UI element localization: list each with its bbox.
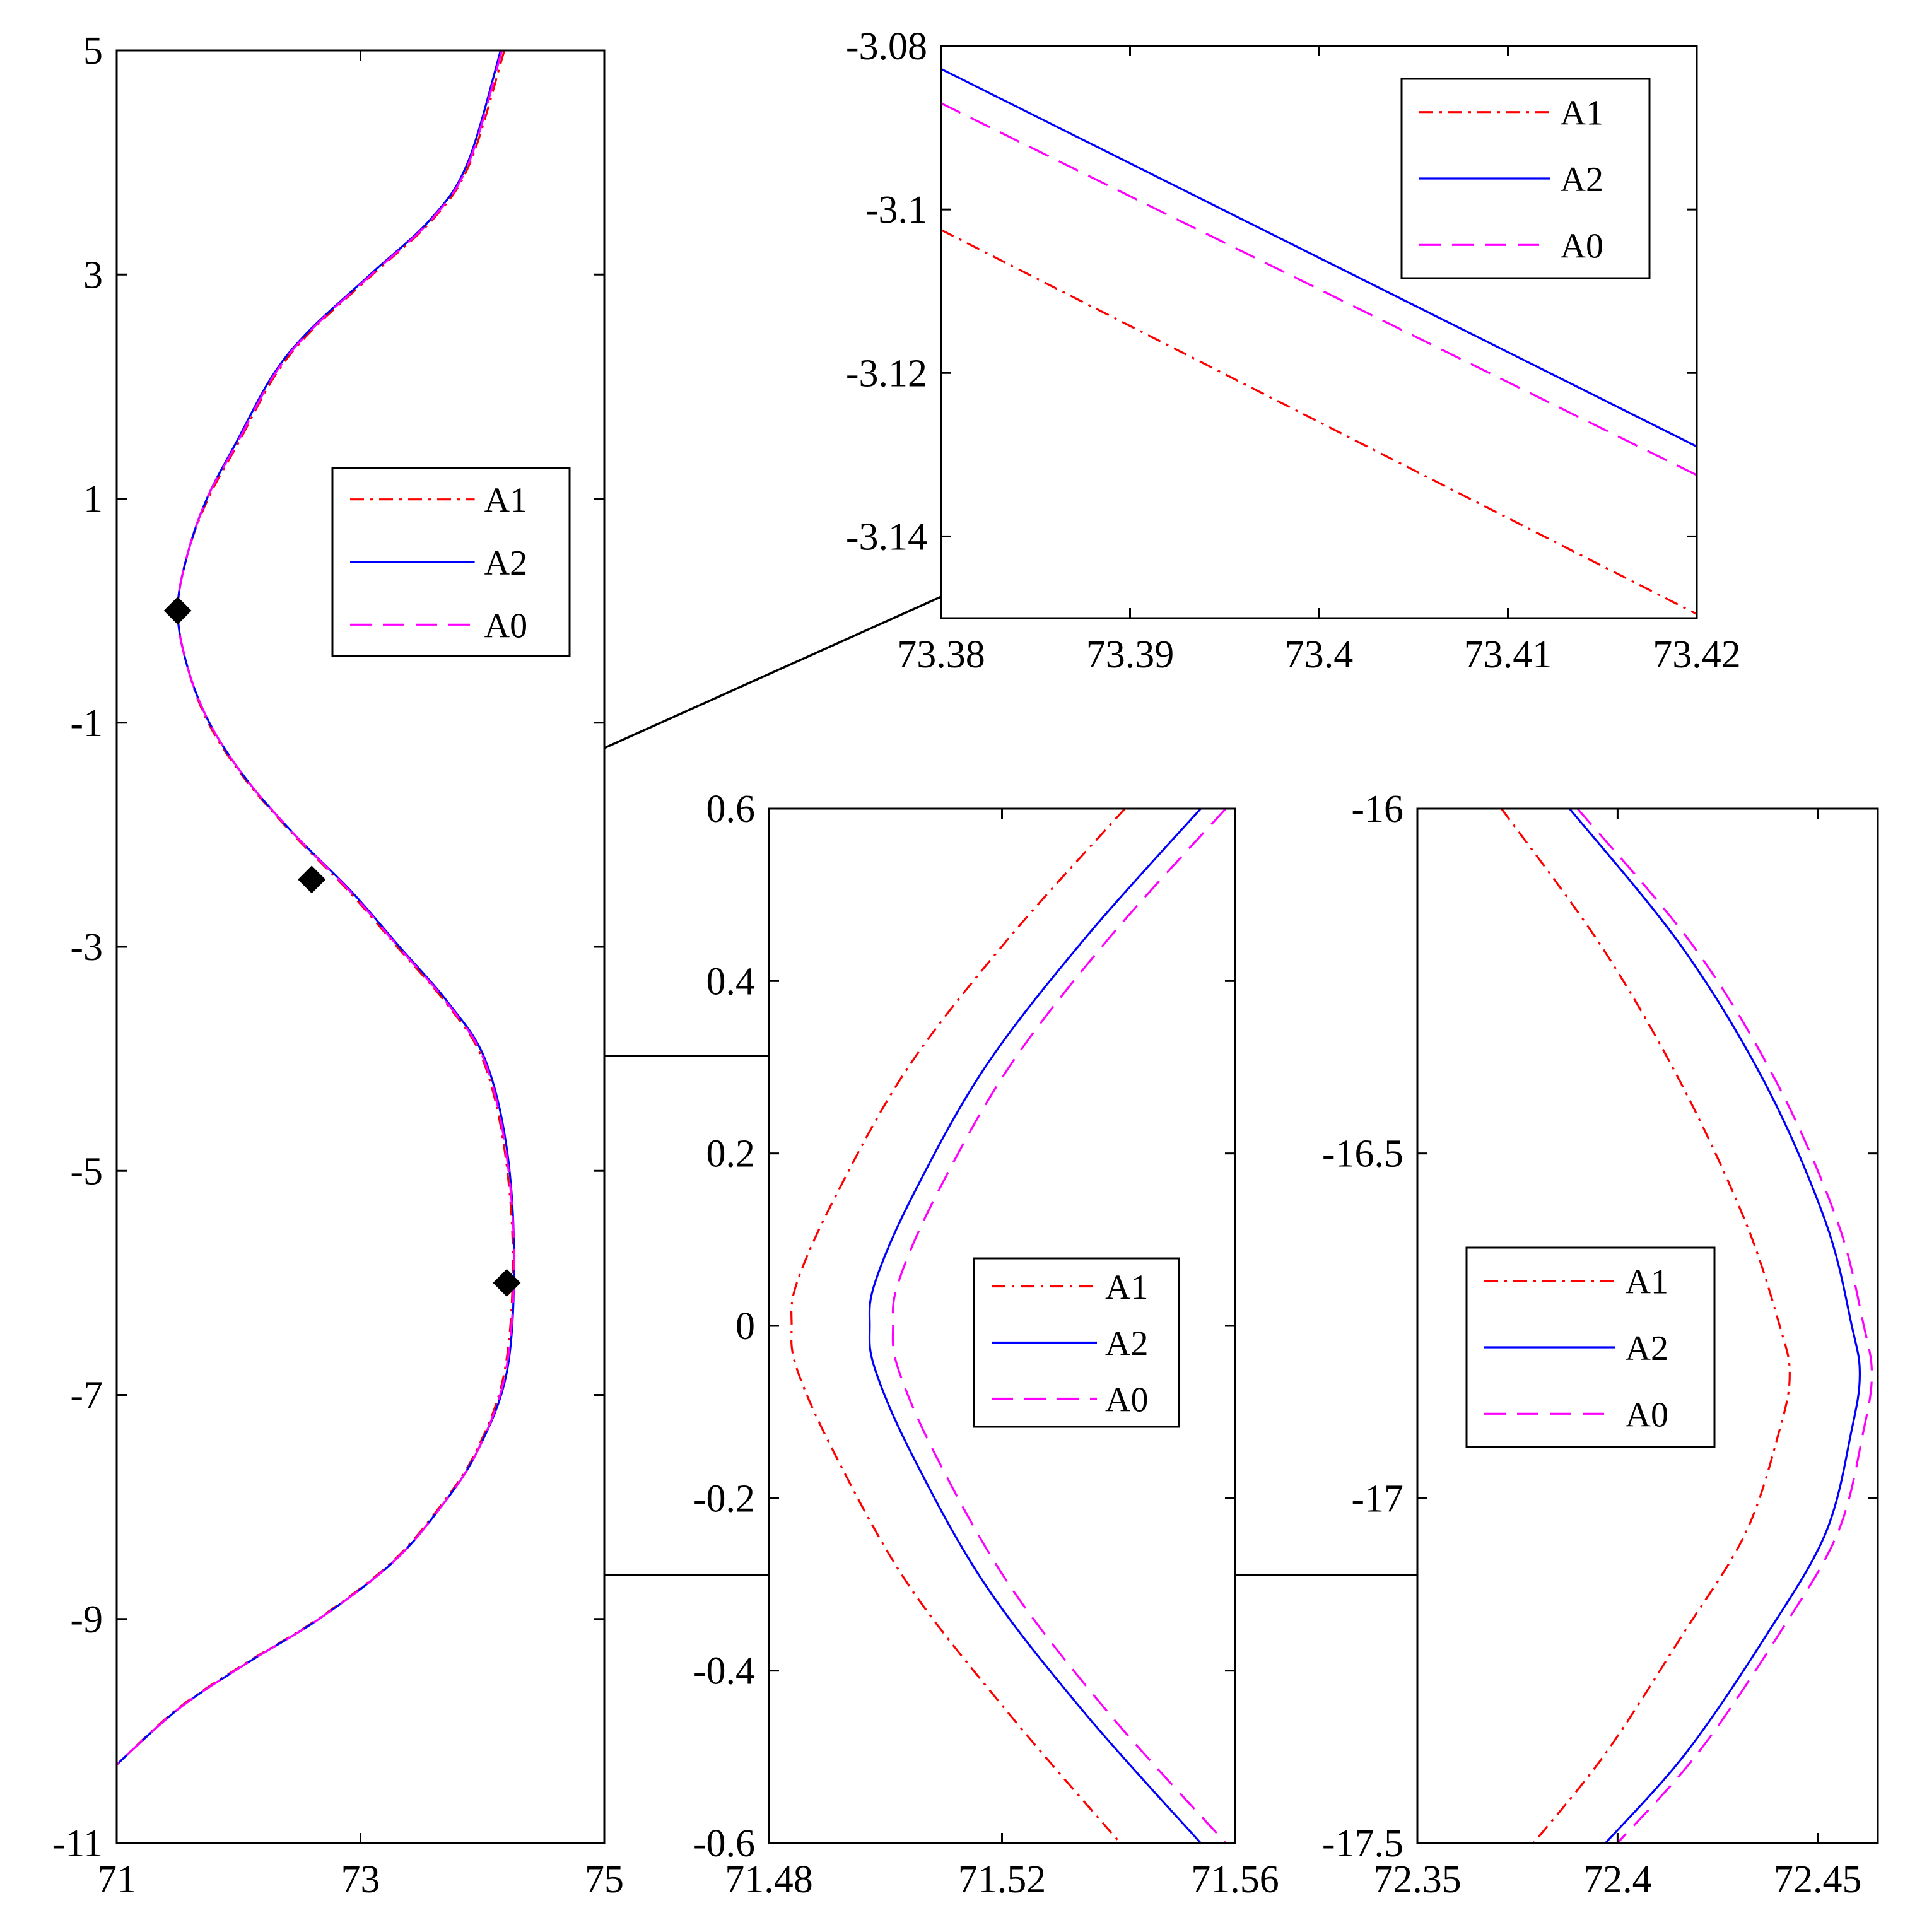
main-series-a0-line (117, 50, 515, 1765)
zoom-mid-series-a0-line (891, 809, 1227, 1843)
zoom-top-chart: 73.38 73.39 73.4 73.41 73.42 -3.08 -3.1 -3.12 -3… (846, 25, 1741, 676)
zoom-mid-series-a1-line (790, 809, 1126, 1843)
main-xtick-label: 75 (585, 1858, 624, 1901)
zoom-top-ytick-label: -3.14 (846, 515, 927, 558)
zoom-mid-legend-label-a0: A0 (1105, 1381, 1148, 1420)
zoom-top-series-a2-line (941, 67, 1697, 448)
zoom-mid-legend-label-a2: A2 (1105, 1325, 1148, 1364)
main-ytick-label: -9 (70, 1598, 103, 1641)
zoom-bottom-xtick-label: 72.45 (1774, 1858, 1862, 1901)
zoom-mid-ytick-label: -0.2 (693, 1477, 755, 1520)
zoom-mid-ytick-label: 0.2 (706, 1133, 756, 1176)
zoom-top-xtick-label: 73.4 (1285, 633, 1354, 676)
zoom-bottom-series-a1-line (1501, 809, 1791, 1843)
zoom-top-xtick-label: 73.42 (1653, 633, 1741, 676)
zoom-mid-legend: A1 A2 A0 (973, 1257, 1180, 1428)
main-chart: 71 73 75 5 3 1 -1 -3 -5 -7 -9 -11 A1 A2 A0 (52, 30, 624, 1901)
main-xtick-label: 71 (97, 1858, 136, 1901)
zoom-top-ytick-label: -3.08 (846, 25, 927, 68)
zoom-mid-series-a2-line (868, 809, 1202, 1843)
zoom-mid-ytick-label: 0 (735, 1305, 755, 1348)
zoom-bottom-axes-frame (1416, 807, 1879, 1844)
zoom-bottom-ytick-label: -17.5 (1322, 1822, 1403, 1865)
zoom-bottom-legend: A1 A2 A0 (1465, 1246, 1716, 1448)
zoom-bottom-ytick-label: -16.5 (1322, 1133, 1403, 1176)
zoom-mid-ytick-label: 0.4 (706, 960, 756, 1003)
zoom-bottom-chart: 72.35 72.4 72.45 -16 -16.5 -17 -17.5 A1 A2 A0 (1322, 788, 1879, 1901)
main-ytick-label: -11 (52, 1822, 103, 1865)
zoom-mid-xtick-label: 71.48 (725, 1858, 813, 1901)
main-legend-label-a1: A1 (484, 481, 527, 520)
zoom-mid-ytick-label: 0.6 (706, 788, 756, 831)
zoom-top-legend: A1 A2 A0 (1400, 78, 1651, 279)
main-legend-label-a2: A2 (484, 544, 527, 583)
main-ytick-label: 5 (83, 30, 103, 73)
main-ytick-label: -1 (70, 702, 103, 745)
zoom-top-legend-label-a0: A0 (1561, 226, 1603, 266)
main-ytick-label: 1 (83, 478, 103, 521)
main-plot-area (117, 50, 604, 1843)
main-diamond-marker-3 (493, 1268, 521, 1297)
zoom-mid-legend-label-a1: A1 (1105, 1268, 1148, 1308)
zoom-mid-ytick-label: -0.4 (693, 1650, 755, 1693)
zoom-top-legend-label-a1: A1 (1561, 94, 1603, 133)
zoom-bottom-ytick-label: -17 (1351, 1477, 1403, 1520)
zoom-bottom-legend-label-a0: A0 (1626, 1395, 1668, 1434)
main-diamond-marker-1 (163, 597, 192, 625)
main-ytick-label: -3 (70, 926, 103, 969)
main-ytick-label: -5 (70, 1150, 103, 1193)
zoom-top-series-a1-line (941, 229, 1697, 615)
zoom-mid-xtick-label: 71.52 (958, 1858, 1046, 1901)
zoom-mid-ytick-label: -0.6 (693, 1822, 755, 1865)
zoom-top-xtick-label: 73.41 (1464, 633, 1552, 676)
main-legend-label-a0: A0 (484, 606, 527, 645)
zoom-top-xtick-label: 73.39 (1086, 633, 1175, 676)
main-legend: A1 A2 A0 (331, 467, 571, 657)
main-ytick-label: 3 (83, 254, 103, 296)
main-diamond-marker-2 (298, 865, 326, 894)
zoom-top-series-a0-line (941, 102, 1697, 476)
zoom-bottom-series-a0-line (1576, 809, 1873, 1843)
zoom-mid-xtick-label: 71.56 (1191, 1858, 1279, 1901)
zoom-bottom-ytick-label: -16 (1351, 788, 1403, 831)
zoom-bottom-xtick-label: 72.4 (1583, 1858, 1652, 1901)
main-ytick-label: -7 (70, 1374, 103, 1417)
zoom-top-ytick-label: -3.1 (865, 189, 927, 231)
zoom-bottom-legend-label-a1: A1 (1626, 1263, 1668, 1302)
zoom-top-xtick-label: 73.38 (897, 633, 985, 676)
zoom-mid-chart: 71.48 71.52 71.560.60.40.20-0.2-0.4-0.6A1A… (693, 788, 1279, 1901)
zoom-bottom-xtick-label: 72.35 (1373, 1858, 1462, 1901)
zoom-bottom-series-a2-line (1568, 809, 1861, 1843)
zoom-top-legend-label-a2: A2 (1561, 160, 1603, 199)
zoom-top-ytick-label: -3.12 (846, 352, 927, 395)
main-xtick-label: 73 (341, 1858, 380, 1901)
zoom-bottom-legend-label-a2: A2 (1626, 1329, 1668, 1368)
